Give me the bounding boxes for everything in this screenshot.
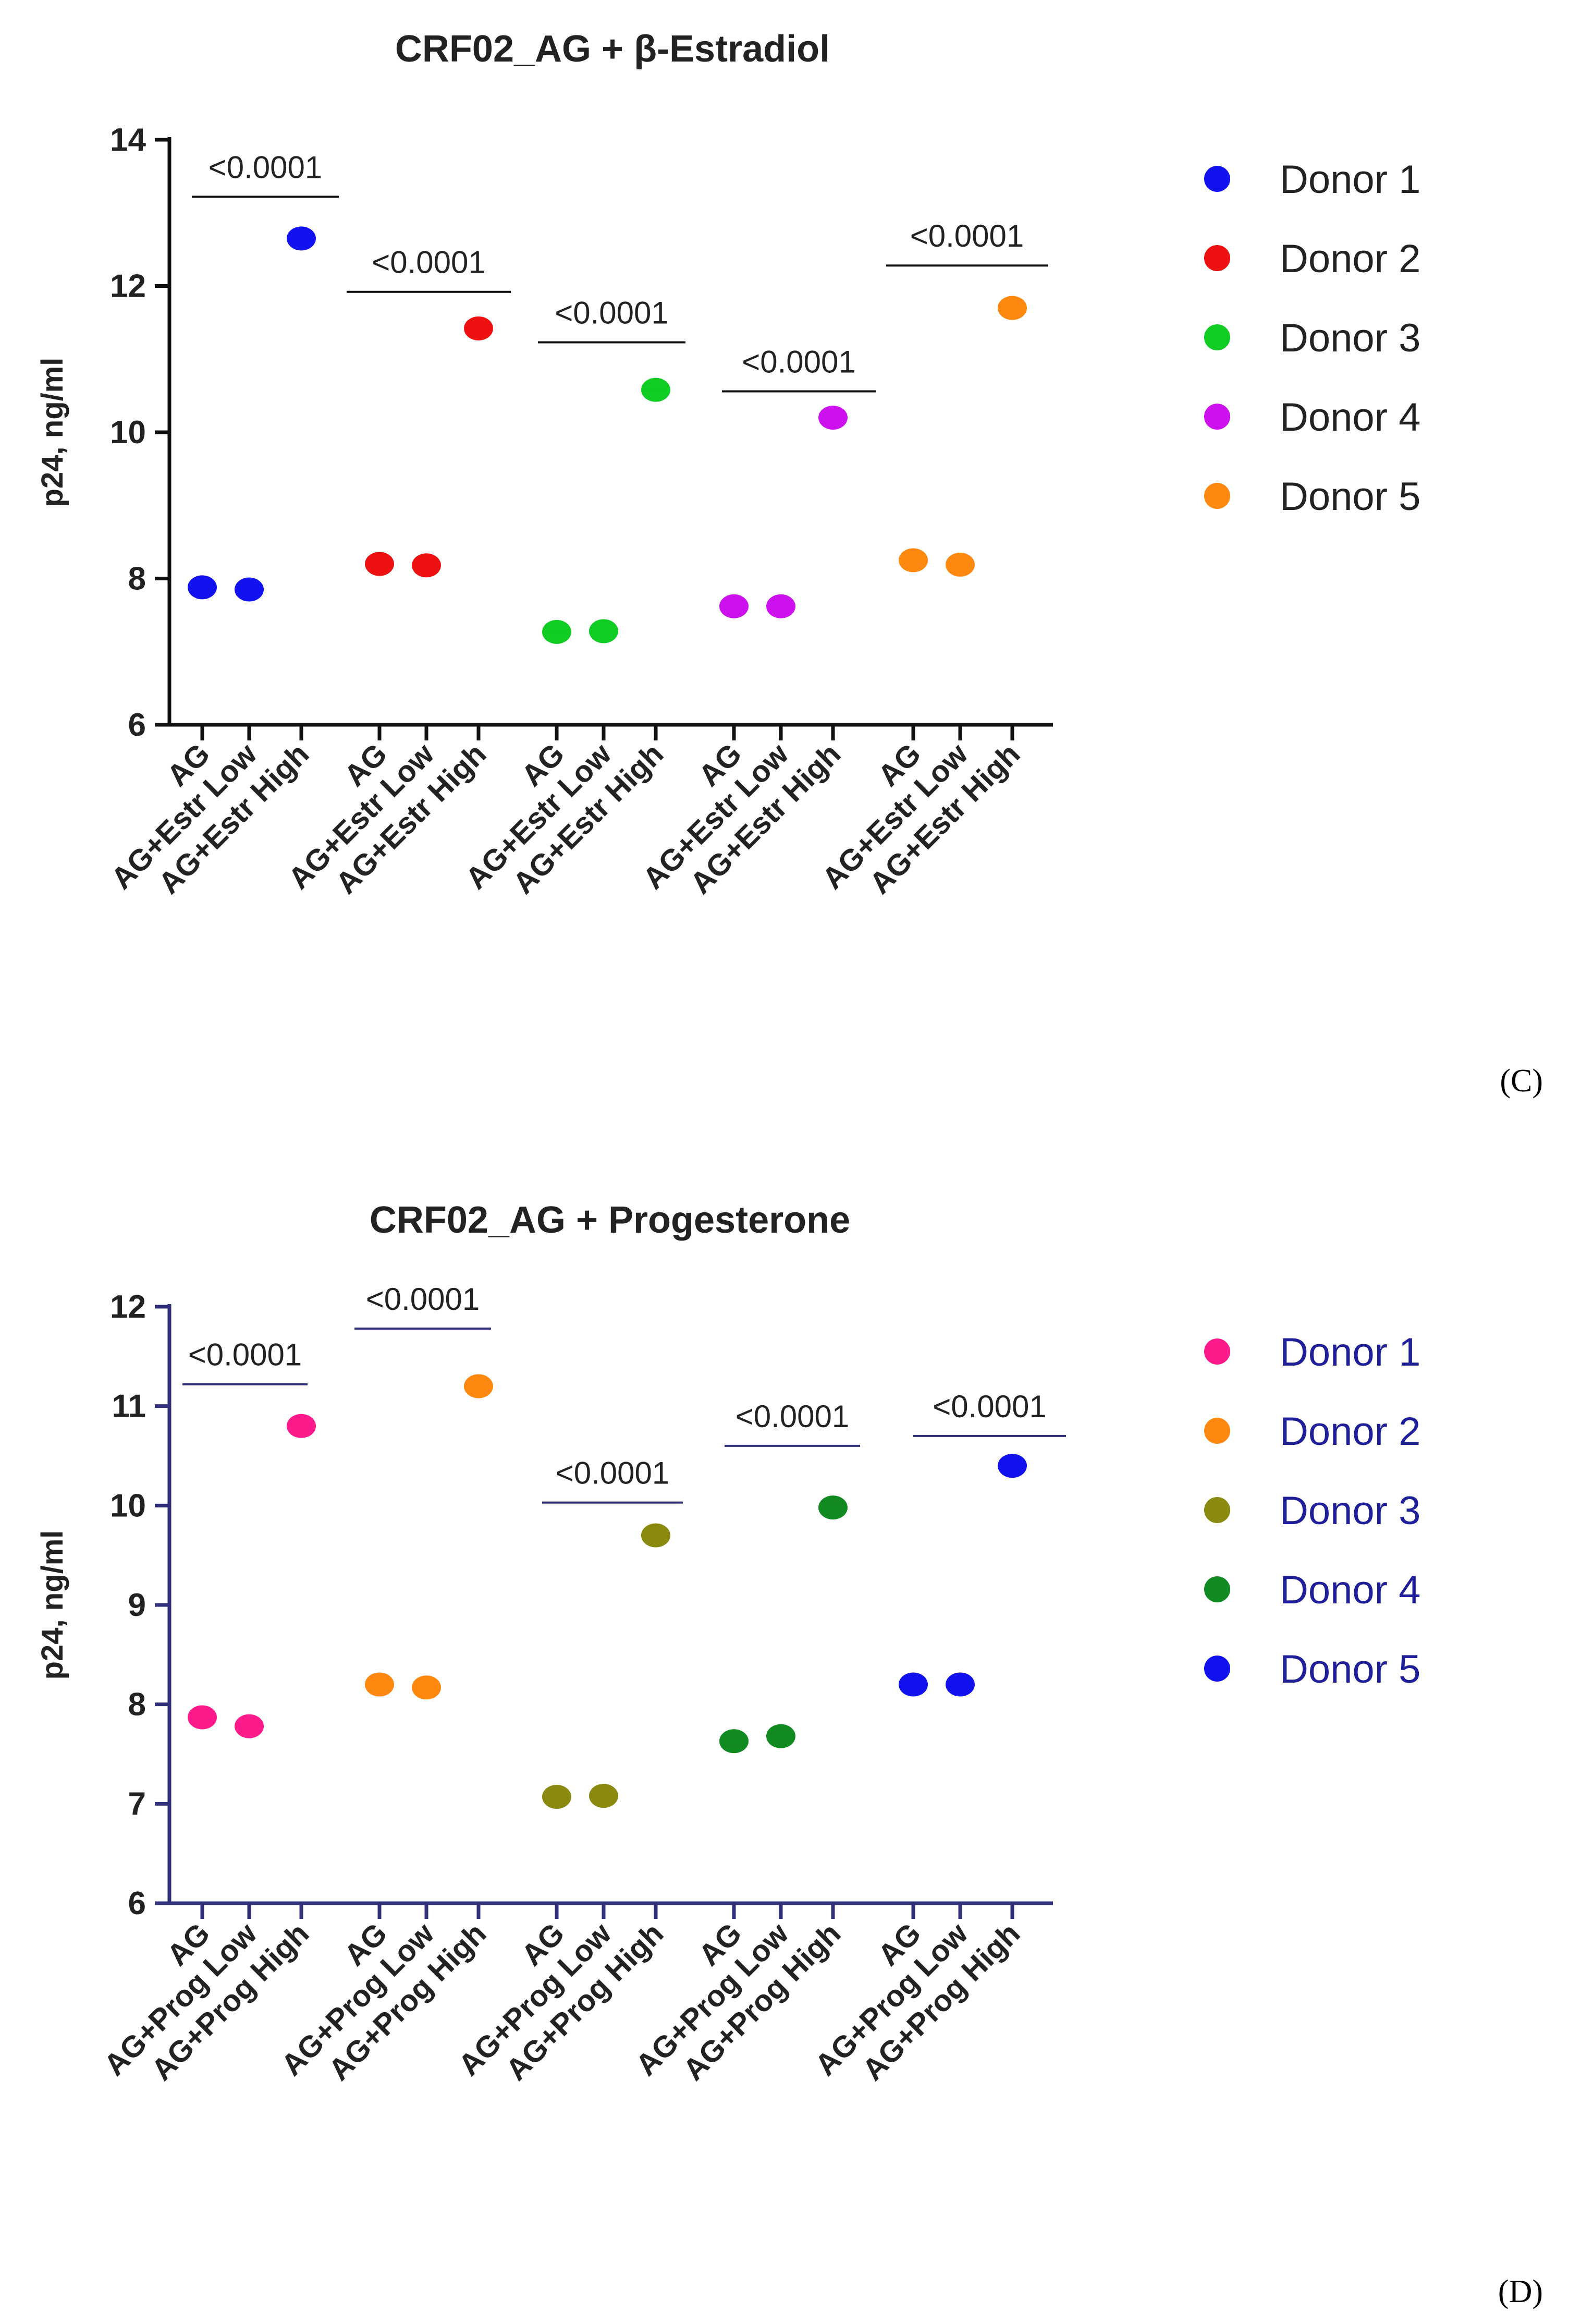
significance-label: <0.0001 <box>736 1399 850 1434</box>
y-tick-label: 8 <box>128 561 146 597</box>
y-tick-label: 10 <box>110 415 146 451</box>
y-tick-label: 10 <box>110 1488 146 1524</box>
legend-label: Donor 2 <box>1280 237 1420 281</box>
legend-marker <box>1204 483 1230 509</box>
y-tick-label: 8 <box>128 1687 146 1723</box>
legend-label: Donor 5 <box>1280 1647 1420 1692</box>
legend-marker <box>1204 1418 1230 1444</box>
legend-marker <box>1204 1656 1230 1682</box>
chart-title: CRF02_AG + β-Estradiol <box>395 28 830 70</box>
y-tick-label: 12 <box>110 1289 146 1325</box>
legend-marker <box>1204 1339 1230 1365</box>
legend-label: Donor 4 <box>1280 1568 1420 1612</box>
significance-label: <0.0001 <box>372 245 486 280</box>
significance-label: <0.0001 <box>209 150 323 185</box>
legend-label: Donor 1 <box>1280 1330 1420 1374</box>
legend-marker <box>1204 1576 1230 1602</box>
legend-marker <box>1204 324 1230 350</box>
legend-label: Donor 5 <box>1280 474 1420 519</box>
legend-label: Donor 3 <box>1280 316 1420 360</box>
panel-label: (D) <box>1498 2274 1543 2309</box>
y-tick-label: 12 <box>110 269 146 305</box>
legend-marker <box>1204 1497 1230 1523</box>
chart-title: CRF02_AG + Progesterone <box>370 1199 850 1241</box>
y-tick-label: 9 <box>128 1587 146 1623</box>
significance-label: <0.0001 <box>556 1456 670 1491</box>
significance-label: <0.0001 <box>366 1282 480 1317</box>
significance-label: <0.0001 <box>933 1389 1047 1424</box>
panel-label: (C) <box>1500 1063 1543 1099</box>
significance-label: <0.0001 <box>910 218 1024 253</box>
legend-marker <box>1204 404 1230 430</box>
y-tick-label: 6 <box>128 1885 146 1921</box>
y-tick-label: 11 <box>112 1389 146 1425</box>
y-axis-label: p24, ng/ml <box>35 358 69 507</box>
y-tick-label: 14 <box>110 122 146 158</box>
legend-marker <box>1204 166 1230 192</box>
legend-label: Donor 2 <box>1280 1409 1420 1454</box>
legend-label: Donor 1 <box>1280 157 1420 202</box>
significance-label: <0.0001 <box>555 295 669 330</box>
legend-marker <box>1204 245 1230 271</box>
legend-label: Donor 3 <box>1280 1489 1420 1533</box>
chart-panel-2: CRF02_AG + Progesterone 6 7 8 9 10 11 12 p24, ng… <box>35 1199 1543 2309</box>
significance-label: <0.0001 <box>188 1337 302 1372</box>
legend-label: Donor 4 <box>1280 395 1420 440</box>
y-axis-label: p24, ng/ml <box>35 1530 69 1680</box>
chart-panel-1: CRF02_AG + β-Estradiol 6 8 10 12 14 p24, ng/ml… <box>35 28 1543 1099</box>
significance-label: <0.0001 <box>742 344 856 379</box>
y-tick-label: 7 <box>128 1786 146 1822</box>
y-tick-label: 6 <box>128 707 146 743</box>
